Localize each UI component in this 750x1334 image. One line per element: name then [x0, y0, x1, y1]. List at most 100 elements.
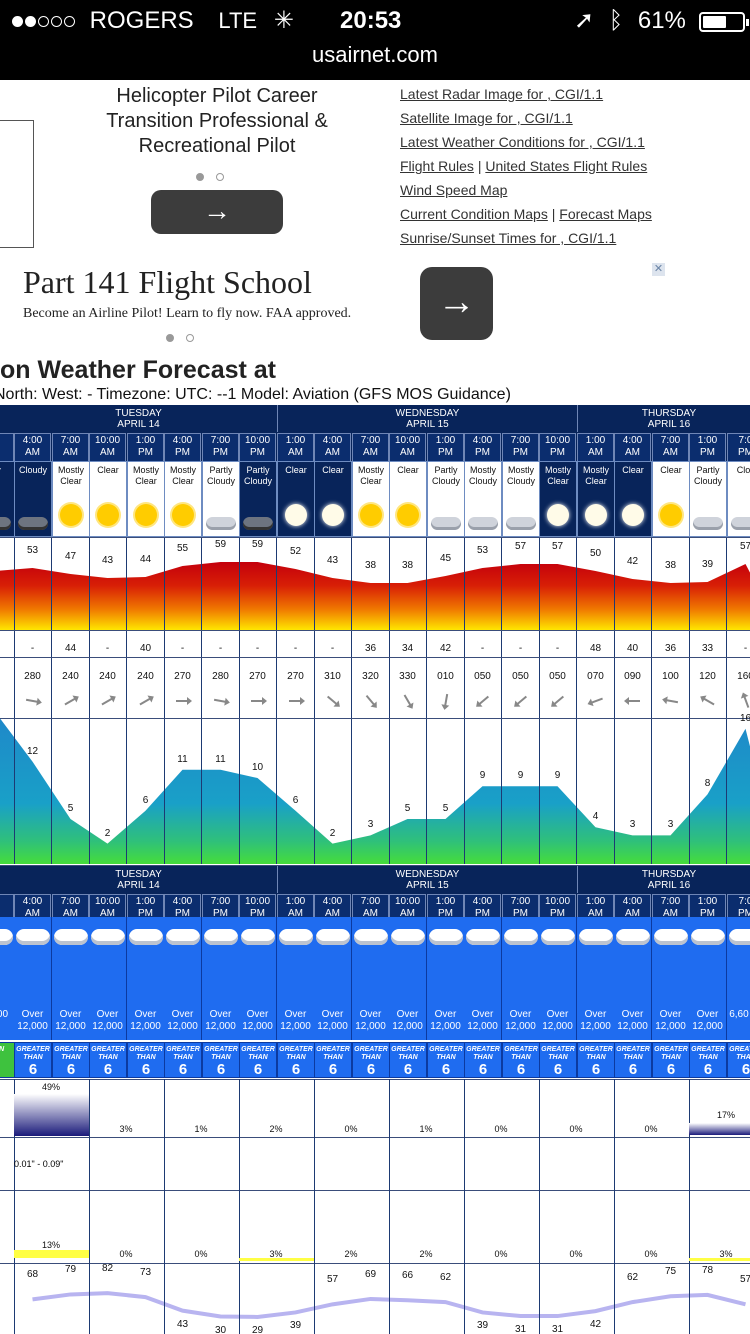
grid-line	[14, 1079, 15, 1334]
temperature-value: 59	[251, 539, 264, 550]
wind-arrow-icon	[288, 697, 305, 705]
wind-speed-value: 4	[592, 811, 599, 823]
wind-speed-value: 2	[104, 827, 111, 839]
link-flight-rules[interactable]: Flight Rules	[400, 158, 474, 174]
network-type: LTE	[218, 8, 258, 33]
ceiling-value: Over 12,000	[167, 1009, 198, 1032]
ad-flight-school-arrow-button[interactable]: →	[420, 267, 493, 340]
dewpoint-value: 42	[439, 643, 452, 654]
cloud-icon	[690, 929, 725, 945]
visibility-value: 6	[28, 1061, 38, 1078]
battery-icon	[698, 11, 749, 32]
wind-direction-value: 0	[0, 671, 11, 682]
url-bar[interactable]: usairnet.com	[312, 42, 438, 67]
cloud-cover-cell	[464, 917, 502, 1040]
dewpoint-value: 36	[664, 643, 677, 654]
wind-speed-value: 10	[251, 762, 264, 773]
wind-speed-value: 5	[404, 803, 411, 814]
cloud-cover-cell	[539, 917, 577, 1040]
ad-flight-school-subtitle[interactable]: Become an Airline Pilot! Learn to fly no…	[23, 306, 352, 321]
precip-probability: 1%	[419, 1124, 433, 1134]
moon-icon	[622, 504, 644, 526]
link-radar[interactable]: Latest Radar Image for , CGI/1.1	[400, 86, 604, 102]
humidity-value: 82	[101, 1263, 114, 1275]
sky-cell: Clear	[314, 461, 352, 537]
ceiling-value: Over 12,000	[542, 1009, 573, 1032]
time-slot: 7:0 PM	[727, 433, 750, 462]
cloud-icon	[243, 517, 273, 530]
time-slot: 7:00 AM	[652, 433, 689, 462]
cloud-cover-cell	[164, 917, 202, 1040]
link-satellite[interactable]: Satellite Image for , CGI/1.1	[400, 110, 573, 126]
dewpoint-value: -	[743, 643, 748, 654]
ceiling-value: Over 12,000	[17, 1009, 48, 1032]
ad-close-icon[interactable]: ✕	[652, 263, 665, 276]
ceiling-value: 00 00	[0, 1009, 9, 1020]
sky-label: Partly Cloudy	[693, 465, 722, 486]
grid-line	[51, 537, 52, 864]
sky-label: Mostly Clear	[169, 465, 196, 486]
cloud-cover-cell	[89, 917, 127, 1040]
ceiling-value: Over 12,000	[55, 1009, 86, 1032]
humidity-value: 31	[514, 1324, 527, 1334]
cloud-icon	[0, 929, 13, 945]
signal-carrier: ROGERS LTE ✳	[12, 6, 294, 36]
visibility-value: 6	[441, 1061, 451, 1078]
cloud-cover-cell	[652, 917, 690, 1040]
humidity-value: 62	[626, 1272, 639, 1284]
thunder-probability: 2%	[344, 1249, 358, 1259]
ceiling-value: Over 12,000	[655, 1009, 686, 1032]
visibility-value: 6	[703, 1061, 713, 1078]
link-us-flight-rules[interactable]: United States Flight Rules	[485, 158, 648, 174]
link-wind-speed-map[interactable]: Wind Speed Map	[400, 182, 508, 198]
sky-label: Clear	[622, 465, 644, 475]
wind-direction-value: 010	[437, 671, 454, 682]
sky-label: Clear	[97, 465, 119, 475]
visibility-value: 6	[478, 1061, 488, 1078]
cloud-icon	[390, 929, 425, 945]
sky-label: Mostly Clear	[357, 465, 384, 486]
cloud-icon	[165, 929, 200, 945]
sky-cell: Clear	[652, 461, 690, 537]
cloud-icon	[18, 517, 48, 530]
temperature-value: 43	[326, 555, 339, 566]
sky-cell: Clear	[614, 461, 652, 537]
sky-cell: Partly Cloudy	[239, 461, 277, 537]
wind-arrow-icon	[625, 700, 640, 702]
sky-label: Mostly Clear	[582, 465, 609, 486]
thunder-probability: 0%	[494, 1249, 508, 1259]
visibility-label: GREATER THAN	[166, 1046, 200, 1061]
visibility-label: GREATER THAN	[54, 1046, 88, 1061]
cloud-cover-cell	[202, 917, 240, 1040]
ad-flight-school-title[interactable]: Part 141 Flight School	[23, 264, 312, 300]
wind-speed-value: 16	[739, 712, 750, 724]
ad-helicopter-text[interactable]: Helicopter Pilot Career Transition Profe…	[106, 85, 328, 157]
temperature-value: 39	[701, 559, 714, 570]
temperature-value: 47	[64, 551, 77, 562]
cloud-icon	[506, 517, 536, 530]
grid-line	[201, 537, 202, 864]
ad-arrow-button[interactable]: →	[151, 190, 283, 234]
link-conditions[interactable]: Latest Weather Conditions for , CGI/1.1	[400, 134, 645, 150]
link-forecast-maps[interactable]: Forecast Maps	[559, 206, 652, 222]
wind-direction-value: 270	[174, 671, 191, 682]
grid-row-line	[0, 630, 750, 631]
sky-label: Clou	[736, 465, 750, 475]
cloud-cover-cell	[689, 917, 727, 1040]
cloud-icon	[731, 517, 750, 530]
time-slot: 10:00 AM	[89, 433, 126, 462]
grid-line	[614, 1079, 615, 1334]
link-current-condition-maps[interactable]: Current Condition Maps	[400, 206, 548, 222]
sky-cell: Clou	[727, 461, 750, 537]
moon-icon	[322, 504, 344, 526]
ceiling-value: Over 12,000	[692, 1009, 723, 1032]
grid-row-line	[0, 1137, 750, 1138]
day-header: THURSDAY APRIL 16	[577, 405, 750, 432]
sun-icon	[60, 504, 82, 526]
wind-direction-value: 320	[362, 671, 379, 682]
link-sunrise-sunset[interactable]: Sunrise/Sunset Times for , CGI/1.1	[400, 230, 617, 246]
visibility-label: GREATER THAN	[579, 1046, 613, 1061]
